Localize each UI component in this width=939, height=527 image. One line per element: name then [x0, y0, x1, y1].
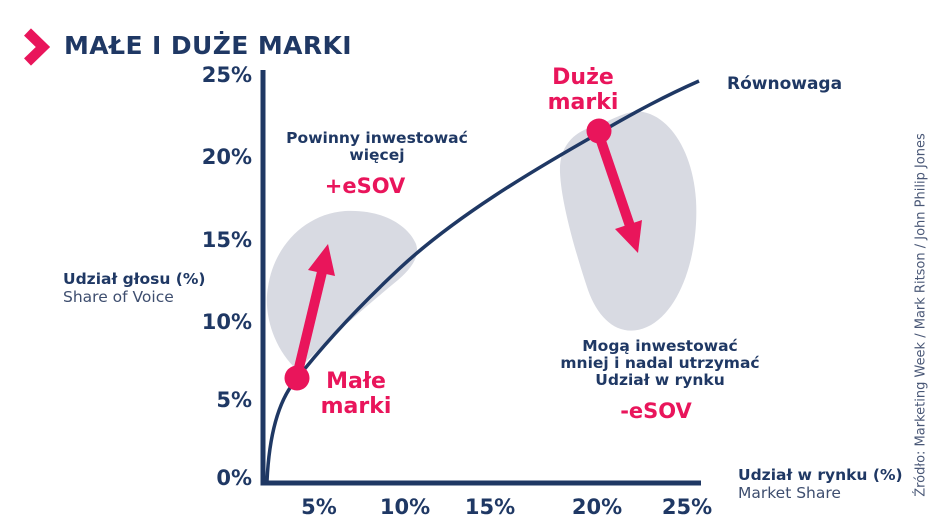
page-title: MAŁE I DUŻE MARKI: [64, 31, 352, 60]
y-axis-title: Udział głosu (%) Share of Voice: [63, 270, 205, 306]
large-brands-label: Duże marki: [548, 65, 619, 115]
x-tick-20: 20%: [571, 495, 623, 519]
equilibrium-label: Równowaga: [727, 74, 843, 94]
small-brands-arrow-shaft: [292, 270, 327, 378]
y-tick-20: 20%: [201, 145, 252, 169]
invest-less-note: Mogą inwestować mniej i nadal utrzymać U…: [560, 338, 759, 389]
small-brands-blob: [266, 210, 418, 370]
large-brands-label-line1: Duże: [552, 65, 614, 90]
x-axis-title: Udział w rynku (%) Market Share: [738, 466, 903, 502]
large-brands-arrow-shaft: [594, 133, 635, 228]
y-tick-5: 5%: [216, 388, 252, 412]
large-brands-arrow-head: [615, 220, 642, 253]
small-brands-label: Małe marki: [321, 369, 392, 419]
y-axis-title-main: Udział głosu (%): [63, 270, 206, 288]
y-tick-10: 10%: [201, 310, 252, 334]
x-tick-10: 10%: [379, 495, 431, 519]
small-brands-label-line1: Małe: [326, 369, 386, 394]
x-axis-title-sub: Market Share: [738, 484, 841, 502]
small-brands-label-line2: marki: [320, 394, 392, 419]
y-tick-0: 0%: [216, 466, 252, 490]
invest-less-line2: mniej i nadal utrzymać: [560, 354, 760, 372]
invest-more-line1: Powinny inwestować: [286, 129, 468, 147]
minus-esov-label: -eSOV: [620, 399, 692, 423]
small-brands-arrow-head: [308, 244, 335, 276]
x-tick-5: 5%: [301, 495, 337, 519]
large-brands-point: [586, 118, 612, 144]
invest-less-line3: Udział w rynku: [595, 371, 725, 389]
invest-less-line1: Mogą inwestować: [582, 337, 738, 355]
equilibrium-curve: [265, 79, 700, 482]
plus-esov-label: +eSOV: [324, 174, 406, 198]
source-credit: Źródło: Marketing Week / Mark Ritson / J…: [913, 133, 929, 497]
y-tick-25: 25%: [201, 63, 252, 87]
small-brands-point: [284, 365, 310, 391]
invest-more-line2: więcej: [349, 146, 405, 164]
invest-more-note: Powinny inwestować więcej: [286, 130, 468, 164]
x-tick-15: 15%: [464, 495, 516, 519]
chevron-right-icon: [24, 28, 50, 66]
large-brands-label-line2: marki: [547, 90, 619, 115]
x-axis-title-main: Udział w rynku (%): [738, 466, 903, 484]
x-tick-25: 25%: [661, 495, 713, 519]
y-axis-title-sub: Share of Voice: [63, 288, 174, 306]
y-tick-15: 15%: [201, 228, 252, 252]
